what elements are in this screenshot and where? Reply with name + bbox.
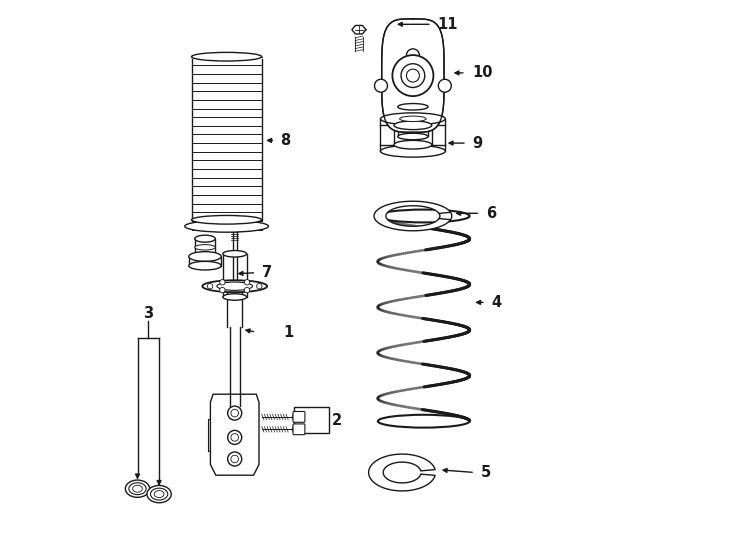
Circle shape <box>219 280 225 285</box>
FancyBboxPatch shape <box>293 411 305 422</box>
Circle shape <box>231 434 239 441</box>
Text: 6: 6 <box>486 206 496 221</box>
Polygon shape <box>374 201 451 231</box>
Ellipse shape <box>380 145 446 157</box>
Text: 7: 7 <box>262 265 272 280</box>
Circle shape <box>407 69 419 82</box>
Text: 4: 4 <box>491 295 501 310</box>
Ellipse shape <box>192 215 262 224</box>
Ellipse shape <box>189 252 221 261</box>
Text: 2: 2 <box>332 413 342 428</box>
Circle shape <box>231 409 239 417</box>
Ellipse shape <box>150 488 168 500</box>
Text: 10: 10 <box>472 65 493 80</box>
Ellipse shape <box>394 140 432 149</box>
Circle shape <box>228 406 241 420</box>
Bar <box>294 407 330 433</box>
Circle shape <box>374 79 388 92</box>
Text: 8: 8 <box>280 133 291 148</box>
Ellipse shape <box>195 245 215 250</box>
Ellipse shape <box>223 294 247 300</box>
Ellipse shape <box>192 52 262 61</box>
Text: 3: 3 <box>143 306 153 321</box>
Ellipse shape <box>189 261 221 270</box>
Circle shape <box>438 79 451 92</box>
Circle shape <box>257 284 262 289</box>
Ellipse shape <box>400 116 426 122</box>
Circle shape <box>228 430 241 444</box>
Ellipse shape <box>398 104 428 110</box>
Ellipse shape <box>147 485 171 503</box>
Ellipse shape <box>203 280 267 292</box>
Polygon shape <box>352 25 366 34</box>
Ellipse shape <box>129 483 146 495</box>
Text: 11: 11 <box>437 17 458 32</box>
Polygon shape <box>368 454 435 491</box>
Polygon shape <box>382 19 444 132</box>
Circle shape <box>393 55 433 96</box>
FancyBboxPatch shape <box>293 424 305 435</box>
Circle shape <box>244 280 250 285</box>
Circle shape <box>208 284 213 289</box>
Polygon shape <box>211 394 259 475</box>
Ellipse shape <box>394 121 432 130</box>
Ellipse shape <box>185 220 269 232</box>
Text: 1: 1 <box>283 325 294 340</box>
Circle shape <box>219 287 225 293</box>
Ellipse shape <box>398 133 428 140</box>
Ellipse shape <box>133 485 142 492</box>
Text: 5: 5 <box>480 465 490 480</box>
Circle shape <box>244 287 250 293</box>
Ellipse shape <box>195 235 215 242</box>
Ellipse shape <box>126 480 150 497</box>
Text: 9: 9 <box>472 136 482 151</box>
Circle shape <box>228 452 241 466</box>
Ellipse shape <box>217 282 252 291</box>
Circle shape <box>401 64 425 87</box>
Ellipse shape <box>154 490 164 498</box>
Ellipse shape <box>380 113 446 125</box>
Ellipse shape <box>227 281 242 286</box>
Ellipse shape <box>223 251 247 257</box>
Circle shape <box>407 49 419 62</box>
Circle shape <box>231 455 239 463</box>
